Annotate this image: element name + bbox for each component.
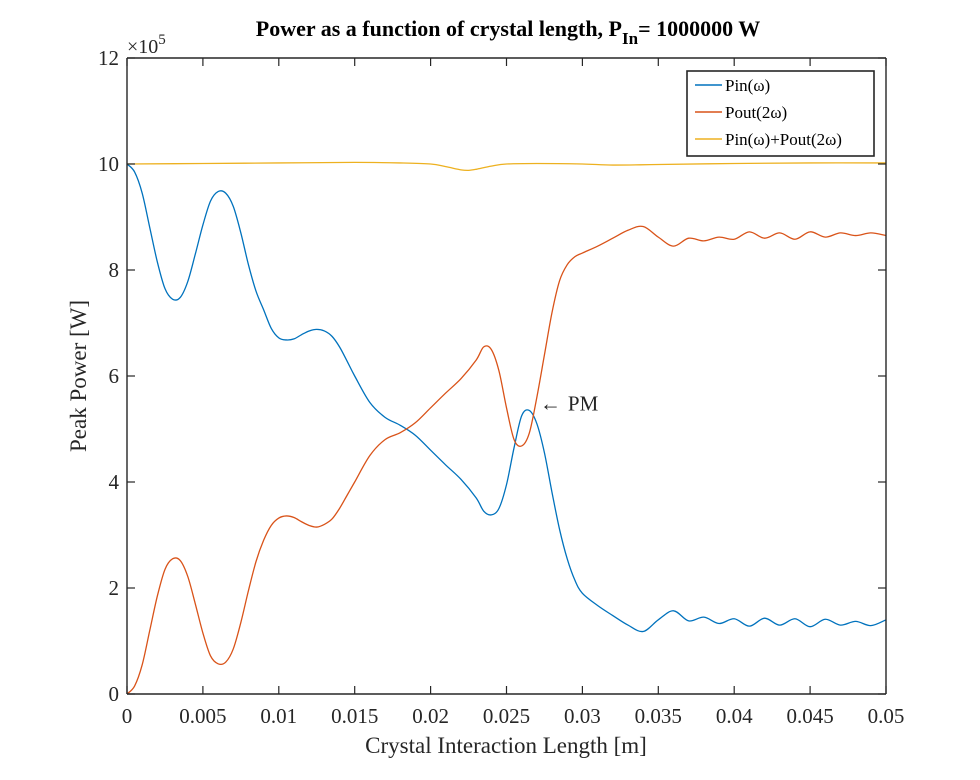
y-exponent-power: 5 [158,32,166,48]
y-ticks: 0 2 4 6 8 10 12 [98,46,886,706]
x-tick-label: 0.03 [564,704,601,728]
x-ticks: 0 0.005 0.01 0.015 0.02 0.025 0.03 0.035 0.04 0.0… [122,58,905,728]
y-axis-title: Peak Power [W] [66,300,91,452]
series-line-2 [127,225,886,694]
y-tick-label: 12 [98,46,119,70]
x-axis-title: Crystal Interaction Length [m] [365,733,647,758]
chart-title-subscript: In [622,29,639,48]
legend-label: Pout(2ω) [725,103,787,122]
legend-label: Pin(ω)+Pout(2ω) [725,130,842,149]
series-layer [127,161,886,694]
chart-title: Power as a function of crystal length, P… [256,16,760,48]
y-tick-label: 10 [98,152,119,176]
x-tick-label: 0.04 [716,704,753,728]
x-tick-label: 0.05 [868,704,905,728]
legend: Pin(ω) Pout(2ω) Pin(ω)+Pout(2ω) [686,70,875,157]
legend-item: Pin(ω) [695,76,770,95]
legend-item: Pout(2ω) [695,103,787,122]
y-tick-label: 4 [109,470,120,494]
legend-item: Pin(ω)+Pout(2ω) [695,130,842,149]
x-tick-label: 0.02 [412,704,449,728]
y-exponent-label: ×105 [127,32,166,58]
series-line-1 [127,163,886,633]
x-tick-label: 0.005 [179,704,226,728]
chart-title-suffix: = 1000000 W [638,16,760,41]
x-tick-label: 0 [122,704,133,728]
y-tick-label: 2 [109,576,120,600]
y-tick-label: 6 [109,364,120,388]
x-tick-label: 0.01 [260,704,297,728]
pm-label: PM [568,392,599,416]
pm-arrow: ← [540,392,561,416]
legend-items: Pin(ω) Pout(2ω) Pin(ω)+Pout(2ω) [695,76,842,149]
legend-label: Pin(ω) [725,76,770,95]
pm-annotation: ← PM [540,392,599,416]
x-tick-label: 0.035 [635,704,682,728]
y-tick-label: 0 [109,682,120,706]
x-tick-label: 0.045 [786,704,833,728]
x-tick-label: 0.025 [483,704,530,728]
series-line-3 [127,161,886,172]
x-tick-label: 0.015 [331,704,378,728]
y-tick-label: 8 [109,258,120,282]
